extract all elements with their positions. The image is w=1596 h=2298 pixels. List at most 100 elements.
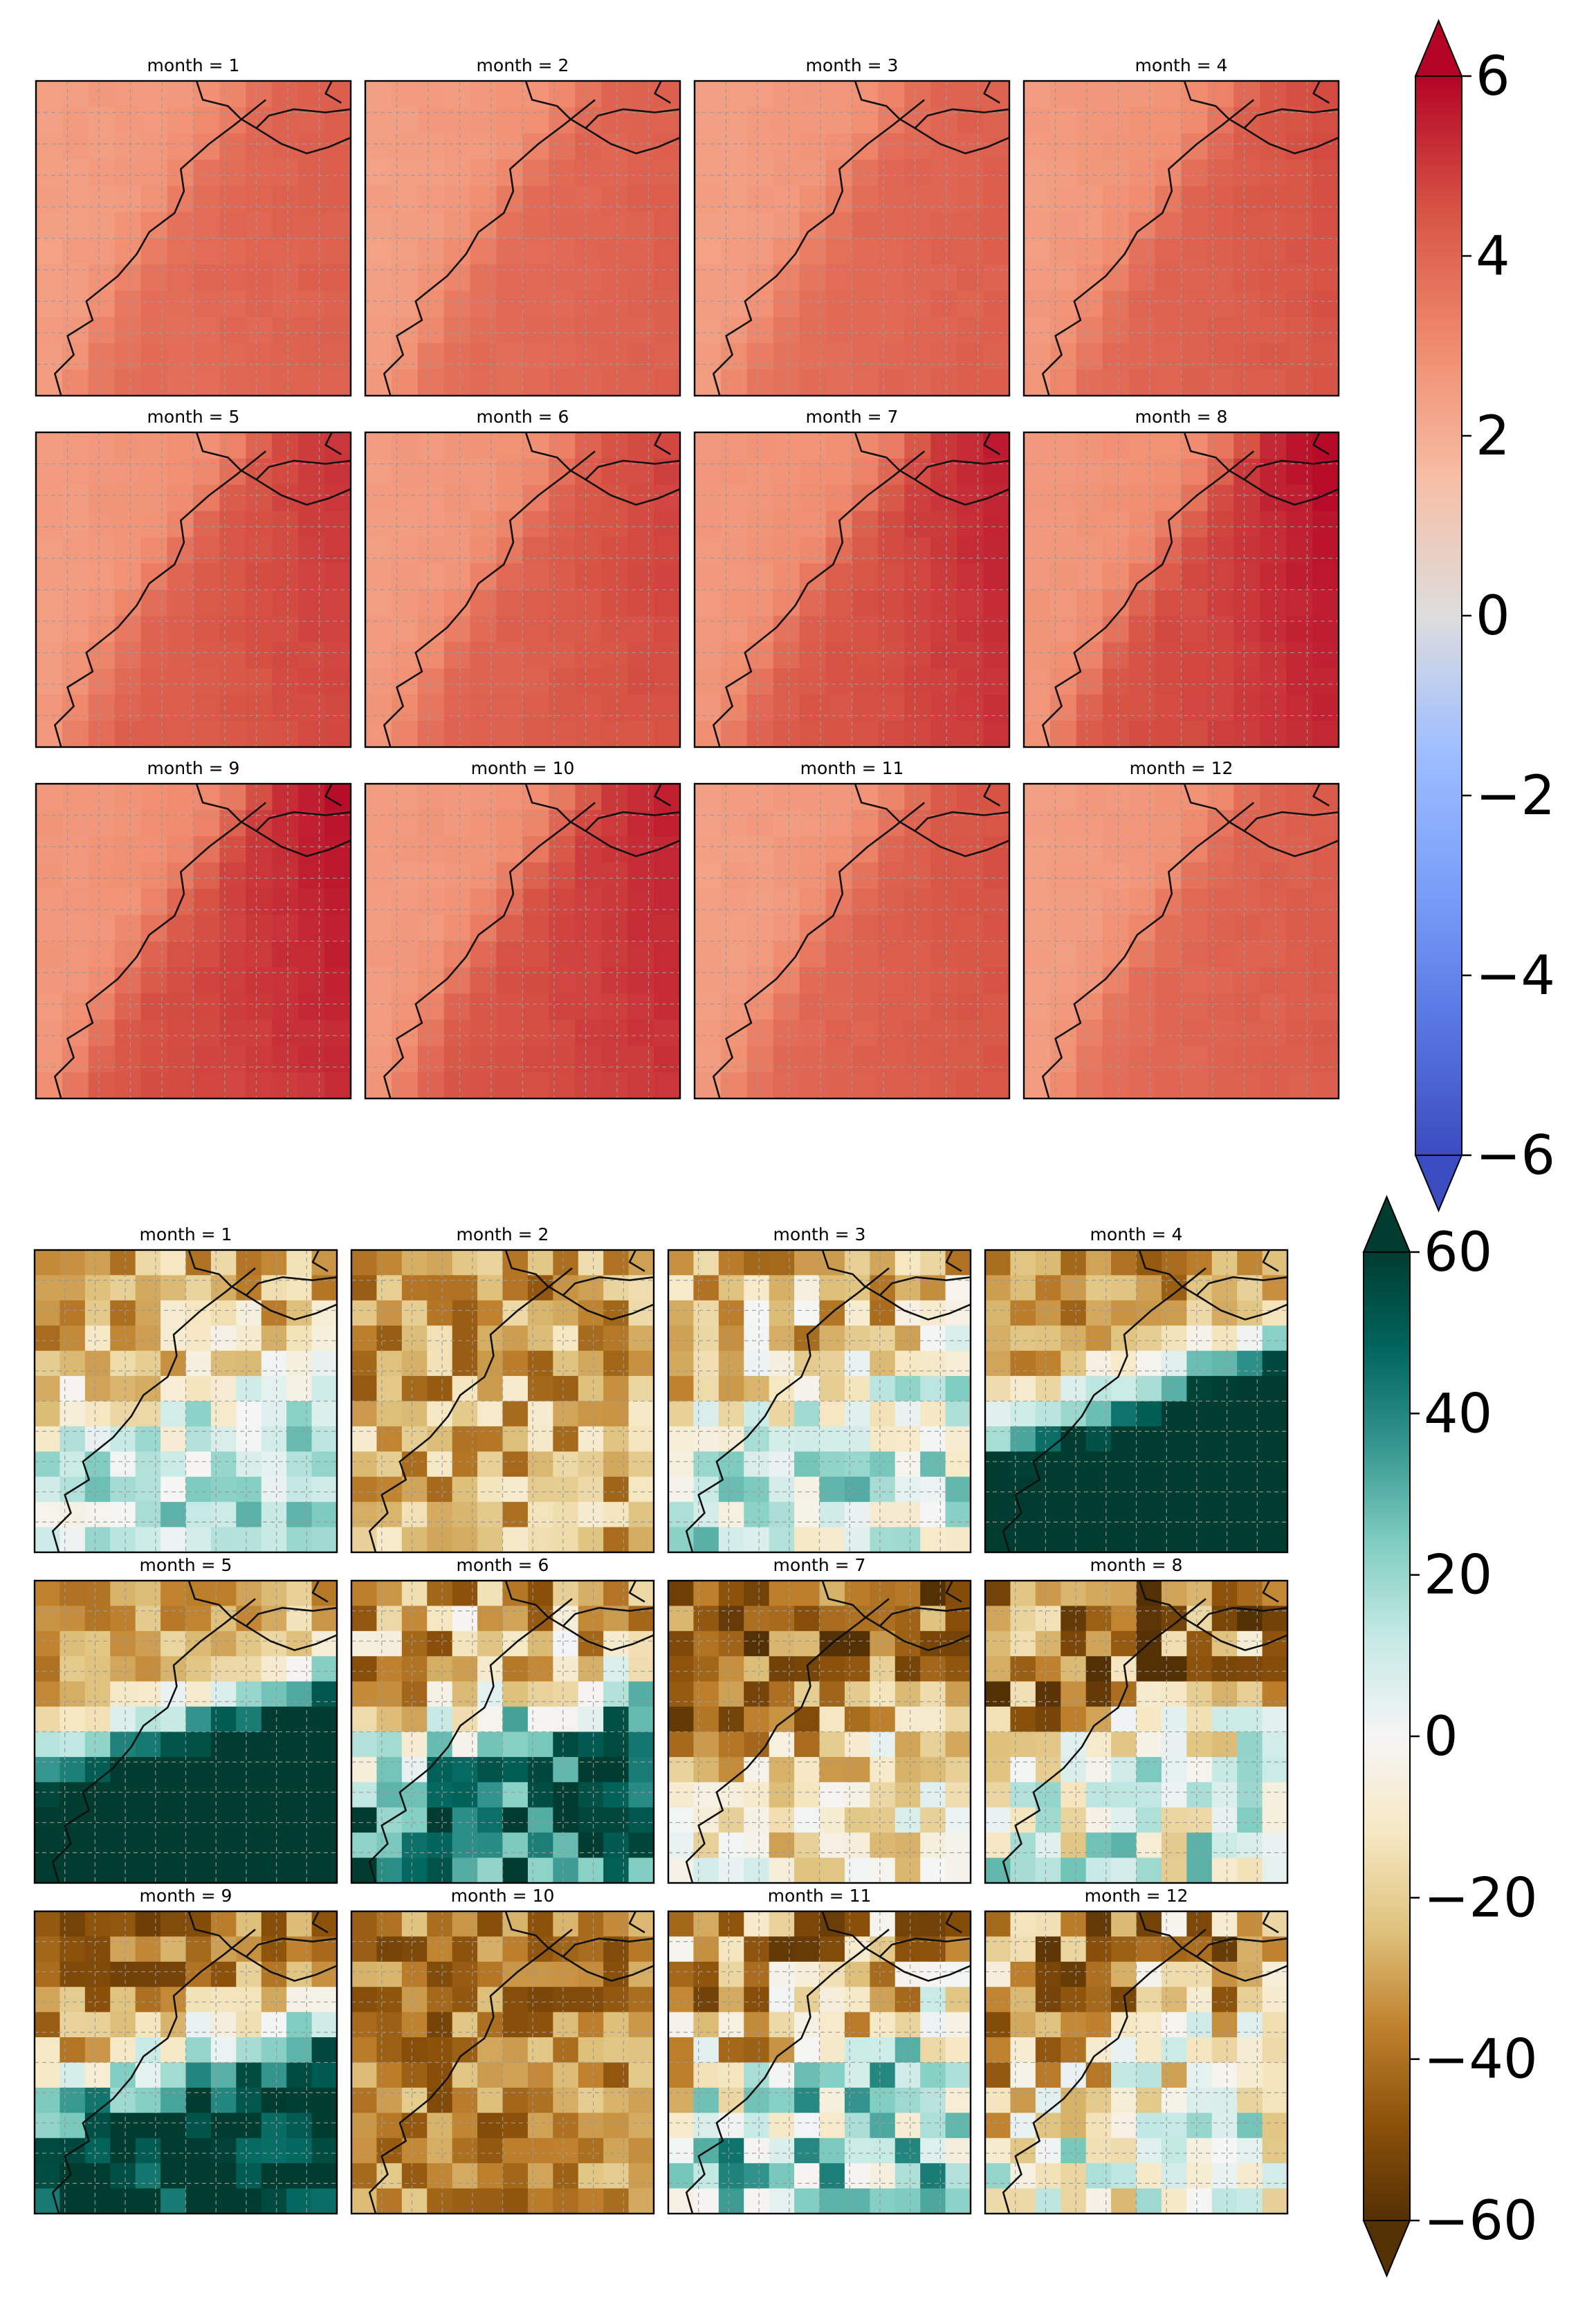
panel-frame — [350, 1910, 655, 2215]
gridlines — [668, 1581, 971, 1883]
heatmap-cell — [1312, 616, 1339, 643]
heatmap-cell — [746, 343, 774, 370]
heatmap-cell — [668, 2113, 695, 2139]
heatmap-cell — [769, 1832, 795, 1859]
heatmap-cell — [365, 563, 392, 591]
heatmap-cell — [35, 1807, 61, 1833]
heatmap-cell — [477, 1807, 504, 1833]
heatmap-cell — [769, 1630, 795, 1657]
heatmap-cell — [1312, 668, 1339, 695]
heatmap-cell — [286, 1857, 313, 1884]
heatmap-cell — [654, 1046, 681, 1073]
heatmap-cell — [527, 1681, 553, 1707]
heatmap-cell — [527, 1527, 553, 1553]
heatmap-cell — [376, 1707, 403, 1733]
heatmap-cell — [59, 2037, 86, 2063]
heatmap-cell — [799, 1072, 827, 1099]
heatmap-cell — [88, 642, 116, 669]
heatmap-cell — [502, 1756, 529, 1783]
heatmap-cell — [140, 616, 168, 643]
coastline — [368, 1929, 573, 2214]
heatmap-cell — [272, 81, 299, 108]
heatmap-cell — [549, 511, 576, 538]
heatmap-cell — [945, 1401, 971, 1427]
heatmap-cell — [870, 1630, 896, 1657]
heatmap-cell — [324, 238, 351, 266]
heatmap-cell — [603, 1581, 630, 1607]
heatmap-cell — [391, 967, 419, 994]
heatmap-cell — [219, 432, 246, 459]
heatmap-cell — [36, 343, 63, 370]
heatmap-cell — [272, 317, 299, 344]
heatmap-cell — [870, 1527, 896, 1553]
heatmap-cell — [1237, 2188, 1263, 2214]
heatmap-cell — [391, 343, 419, 370]
heatmap-cell — [1128, 1020, 1156, 1047]
heatmap-cell — [1207, 1072, 1234, 1099]
heatmap-cell — [1061, 1707, 1087, 1733]
heatmap-cell — [1085, 2113, 1112, 2139]
heatmap-cell — [140, 1072, 168, 1099]
heatmap-cell — [443, 537, 471, 564]
heatmap-cell — [985, 1911, 1011, 1938]
heatmap-cell — [746, 484, 774, 512]
heatmap-cell — [452, 1756, 478, 1783]
heatmap-cell — [160, 1606, 187, 1632]
heatmap-cell — [59, 1656, 86, 1682]
heatmap-cell — [1049, 133, 1077, 160]
heatmap-cell — [193, 458, 221, 486]
heatmap-cell — [945, 1756, 971, 1783]
heatmap-cell — [878, 159, 905, 187]
heatmap-cell — [1286, 967, 1313, 994]
heatmap-cell — [470, 81, 497, 108]
heatmap-cell — [895, 1731, 921, 1758]
heatmap-cell — [825, 1072, 853, 1099]
heatmap-cell — [470, 1072, 497, 1099]
heatmap-cell — [1181, 458, 1209, 486]
heatmap-cell — [272, 695, 299, 721]
heatmap-cell — [140, 914, 168, 942]
heatmap-cell — [945, 1502, 971, 1528]
heatmap-cell — [452, 1731, 478, 1758]
heatmap-cell — [1161, 2113, 1187, 2139]
heatmap-cell — [1181, 888, 1209, 916]
heatmap-cell — [1211, 2138, 1238, 2164]
heatmap-cell — [59, 2163, 86, 2189]
heatmap-cell — [110, 1731, 136, 1758]
heatmap-cell — [219, 369, 246, 396]
heatmap-cell — [1085, 1961, 1112, 1987]
heatmap-cell — [1136, 1857, 1162, 1884]
heatmap-cell — [210, 2062, 237, 2088]
heatmap-cell — [88, 967, 116, 994]
heatmap-cell — [895, 1350, 921, 1377]
heatmap-cell — [365, 107, 392, 134]
heatmap-cell — [114, 511, 142, 538]
heatmap-cell — [1128, 133, 1156, 160]
heatmap-cell — [1233, 589, 1260, 617]
gridlines — [1024, 784, 1339, 1099]
heatmap-cell — [799, 264, 827, 291]
heatmap-cell — [773, 432, 800, 459]
heatmap-cell — [1260, 967, 1287, 994]
heatmap-cell — [957, 511, 984, 538]
heatmap-cell — [744, 1707, 770, 1733]
heatmap-cell — [1076, 616, 1103, 643]
heatmap-cell — [744, 2012, 770, 2038]
heatmap-cell — [1076, 511, 1103, 538]
coastline — [713, 802, 926, 1099]
heatmap-cell — [140, 563, 168, 591]
heatmap-cell — [502, 1782, 529, 1808]
heatmap-cell — [452, 1681, 478, 1707]
heatmap-cell — [878, 1020, 905, 1047]
heatmap-cell — [1061, 1325, 1087, 1352]
heatmap-cell — [1312, 1072, 1339, 1099]
heatmap-cell — [522, 159, 550, 187]
heatmap-cell — [365, 484, 392, 512]
heatmap-cell — [1061, 2113, 1087, 2139]
heatmap-cell — [1035, 2113, 1061, 2139]
heatmap-cell — [1161, 1832, 1187, 1859]
heatmap-cell — [1161, 1426, 1187, 1452]
heatmap-cell — [819, 1527, 845, 1553]
heatmap-cell — [794, 2113, 820, 2139]
heatmap-cell — [36, 1020, 63, 1047]
